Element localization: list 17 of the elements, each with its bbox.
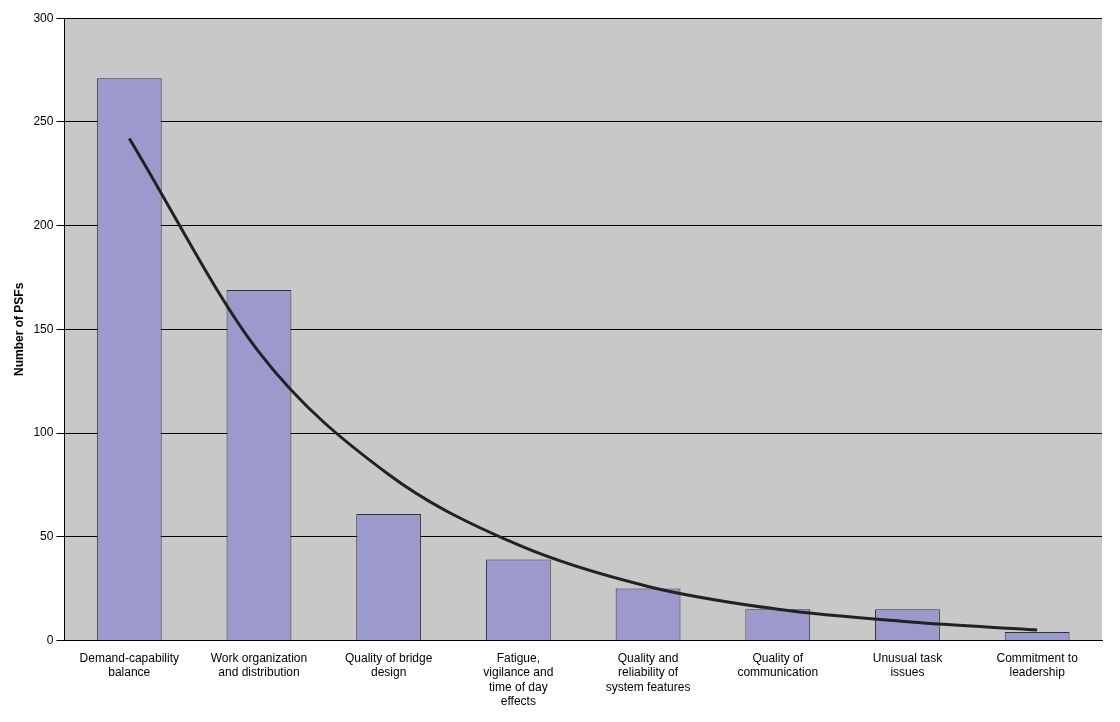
- x-tick-label: Commitment to leadership: [996, 650, 1079, 680]
- x-tick-label: Fatigue, vigilance and time of day effects: [483, 650, 554, 709]
- y-tick-label: 300: [33, 10, 54, 25]
- x-tick-label: Quality of bridge design: [344, 650, 433, 680]
- x-tick-label: Quality of communication: [737, 650, 819, 680]
- line-series: [127, 136, 1039, 632]
- x-tick-label: Quality and reliability of system features: [605, 650, 691, 694]
- x-tick-label: Demand-capability balance: [79, 650, 179, 680]
- y-tick-label: 0: [46, 632, 54, 647]
- y-tick-label: 100: [33, 425, 54, 440]
- y-tick-label: 250: [33, 114, 54, 129]
- y-tick-label: 200: [33, 217, 54, 232]
- y-tick-label: 50: [40, 529, 54, 544]
- y-axis-title: Number of PSFs: [11, 282, 26, 376]
- y-tick-label: 150: [33, 321, 54, 336]
- x-tick-label: Unusual task issues: [872, 650, 944, 680]
- x-tick-label: Work organization and distribution: [210, 650, 308, 680]
